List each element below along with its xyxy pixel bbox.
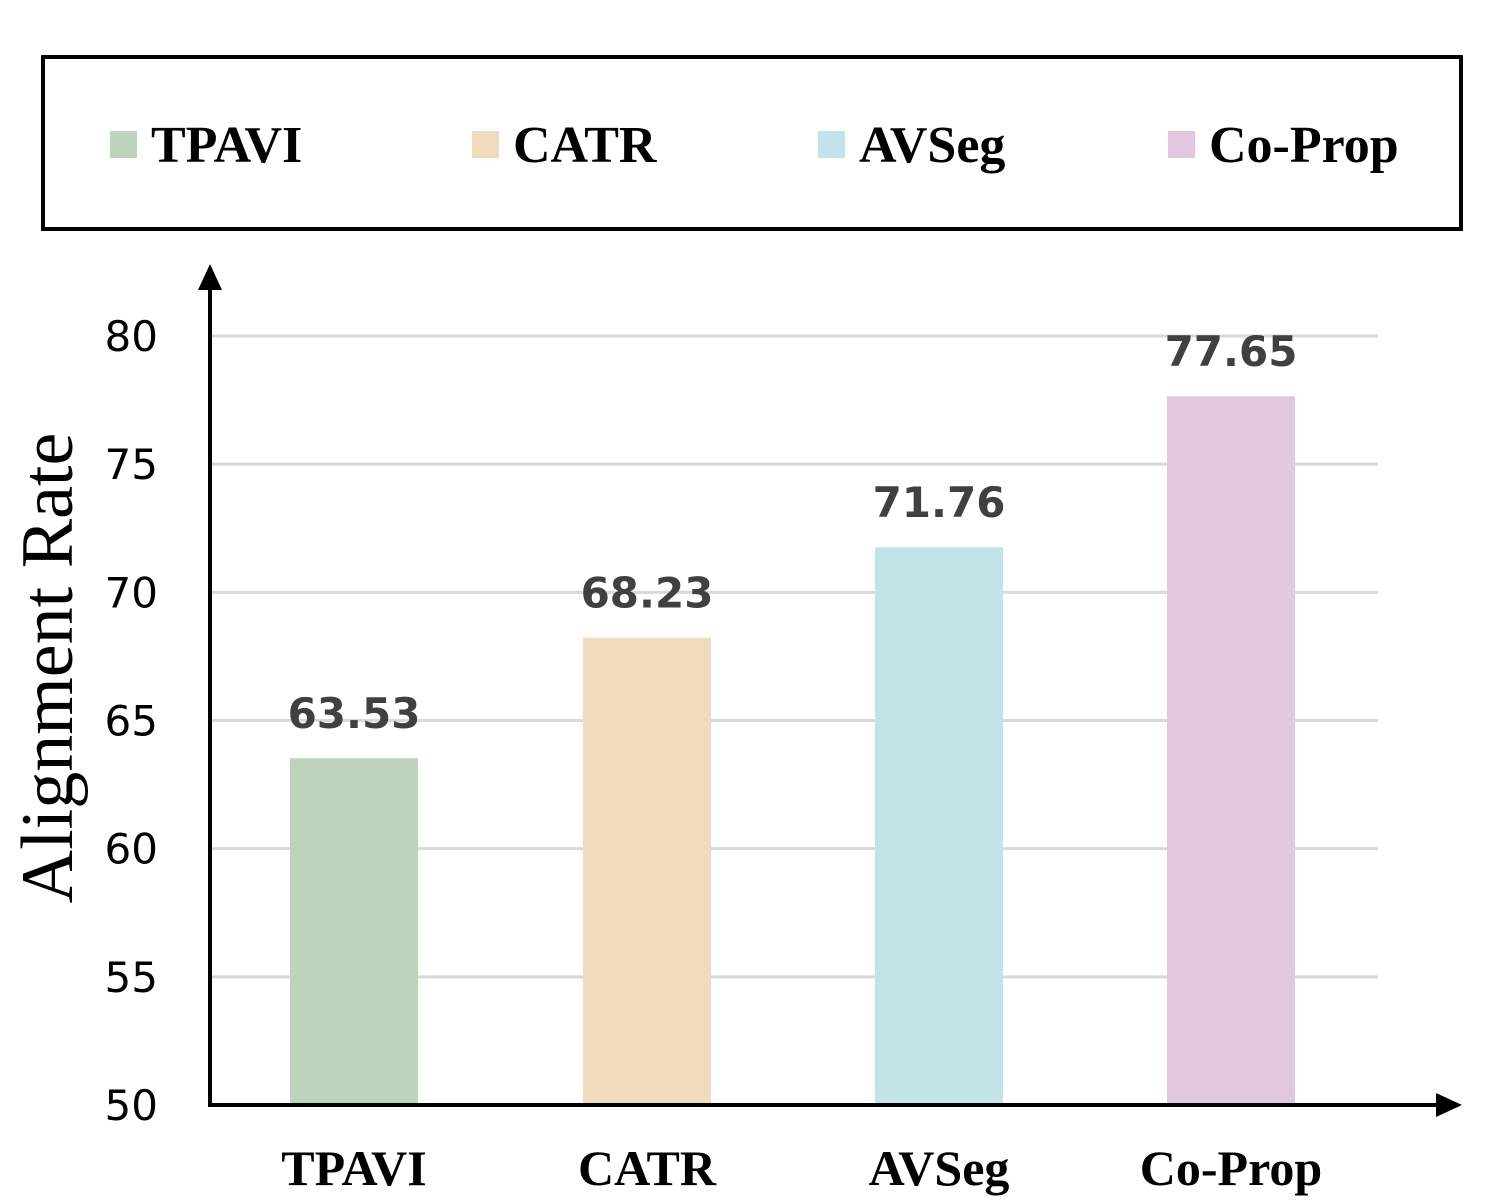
y-tick-label: 70	[105, 568, 158, 617]
legend-label: Co-Prop	[1209, 117, 1399, 174]
legend-frame	[41, 55, 1463, 231]
y-tick-label: 50	[105, 1081, 158, 1130]
y-tick-label: 75	[105, 440, 158, 489]
legend-label: CATR	[513, 117, 658, 174]
data-label: 77.65	[1165, 327, 1298, 376]
x-tick-label: CATR	[578, 1140, 717, 1196]
x-tick-label: AVSeg	[869, 1140, 1010, 1196]
legend-label: TPAVI	[151, 117, 302, 174]
bars	[290, 396, 1295, 1105]
x-axis-arrow	[1436, 1093, 1462, 1117]
value-labels: 63.53 68.23 71.76 77.65	[288, 327, 1298, 738]
legend-swatch	[472, 131, 499, 158]
legend: TPAVI CATR AVSeg Co-Prop	[41, 55, 1463, 231]
y-tick-label: 80	[105, 312, 158, 361]
data-label: 71.76	[873, 478, 1006, 527]
bar-catr	[583, 637, 711, 1105]
y-tick-label: 55	[105, 953, 158, 1002]
legend-swatch	[110, 131, 137, 158]
bar-avseg	[875, 547, 1003, 1105]
x-axis-ticks: TPAVI CATR AVSeg Co-Prop	[281, 1140, 1322, 1196]
y-axis-label: Alignment Rate	[7, 433, 89, 904]
bar-tpavi	[290, 758, 418, 1105]
legend-swatch	[1168, 131, 1195, 158]
y-axis-arrow	[198, 264, 222, 290]
axes	[198, 264, 1462, 1117]
bar-co-prop	[1167, 396, 1295, 1105]
y-axis-ticks: 50 55 60 65 70 75 80	[105, 312, 158, 1130]
data-label: 68.23	[581, 569, 714, 618]
y-tick-label: 65	[105, 697, 158, 746]
x-tick-label: Co-Prop	[1140, 1140, 1322, 1196]
data-label: 63.53	[288, 689, 421, 738]
y-tick-label: 60	[105, 825, 158, 874]
x-tick-label: TPAVI	[281, 1140, 426, 1196]
legend-swatch	[818, 131, 845, 158]
legend-label: AVSeg	[859, 117, 1005, 174]
